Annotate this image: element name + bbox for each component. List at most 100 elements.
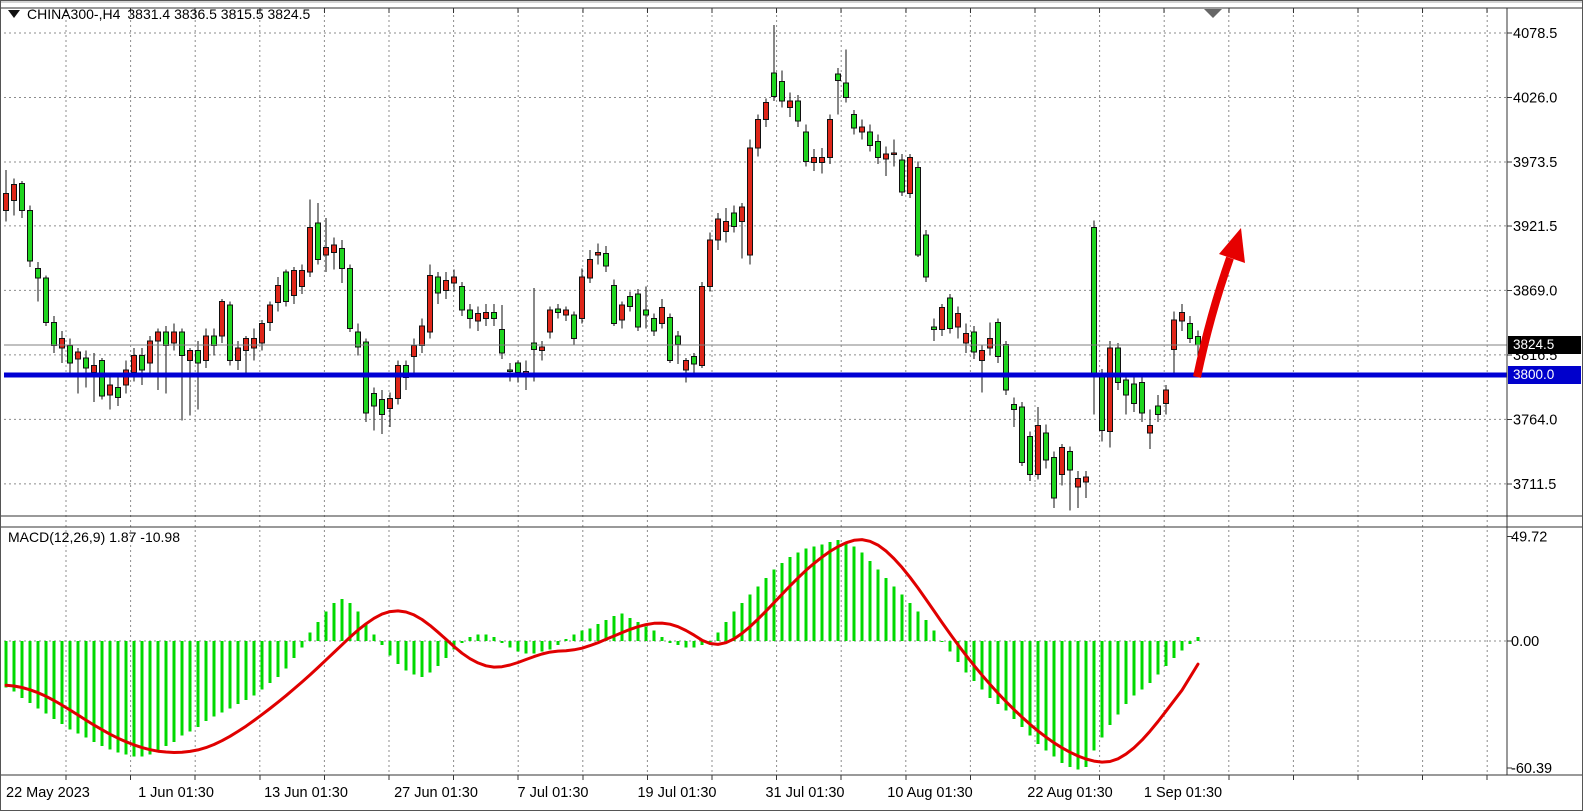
macd-histogram-bar	[460, 641, 464, 644]
macd-histogram-bar	[740, 603, 744, 641]
macd-axis-label: 0.00	[1511, 634, 1539, 650]
candle-bullish	[219, 300, 225, 337]
candle-bearish	[1019, 406, 1025, 463]
macd-histogram-bar	[228, 641, 232, 709]
macd-histogram-bar	[532, 641, 536, 654]
macd-histogram-bar	[836, 540, 840, 641]
candle-bullish	[235, 347, 241, 361]
macd-histogram-bar	[748, 594, 752, 641]
macd-histogram-bar	[1180, 641, 1184, 651]
macd-histogram-bar	[420, 641, 424, 677]
macd-histogram-bar	[244, 641, 248, 700]
candle-bullish	[987, 337, 993, 349]
candle-bearish	[491, 312, 497, 320]
macd-histogram-bar	[388, 641, 392, 656]
macd-histogram-bar	[996, 641, 1000, 705]
macd-histogram-bar	[780, 563, 784, 641]
macd-histogram-bar	[428, 641, 432, 673]
macd-histogram-bar	[812, 546, 816, 641]
macd-histogram-bar	[844, 542, 848, 641]
candle-bearish	[139, 355, 145, 371]
candle-bullish	[171, 331, 177, 344]
candle-bullish	[739, 206, 745, 223]
macd-histogram-bar	[1020, 641, 1024, 728]
macd-histogram-bar	[108, 641, 112, 750]
macd-histogram-bar	[1172, 641, 1176, 658]
time-axis-label: 1 Jun 01:30	[138, 785, 214, 801]
macd-histogram-bar	[484, 634, 488, 641]
macd-histogram-bar	[772, 569, 776, 641]
macd-histogram-bar	[972, 641, 976, 681]
candle-bearish	[211, 335, 217, 347]
candle-bullish	[451, 276, 457, 284]
candle-bullish	[907, 157, 913, 194]
candle-bullish	[955, 313, 961, 328]
macd-histogram-bar	[356, 611, 360, 641]
candle-bullish	[243, 337, 249, 352]
candle-bearish	[99, 359, 105, 397]
candle-bullish	[1035, 425, 1041, 476]
candle-bullish	[411, 345, 417, 358]
candle-bearish	[651, 318, 657, 332]
candle-bullish	[1147, 425, 1153, 434]
candle-bearish	[1051, 456, 1057, 499]
candle-bearish	[931, 326, 937, 331]
candle-bearish	[1195, 336, 1201, 346]
macd-histogram-bar	[876, 569, 880, 641]
chart-dropdown-icon[interactable]	[8, 10, 20, 18]
candle-bearish	[371, 393, 377, 407]
macd-histogram-bar	[212, 641, 216, 717]
macd-histogram-bar	[284, 641, 288, 669]
candle-bearish	[227, 304, 233, 361]
candle-bullish	[1075, 477, 1081, 488]
macd-histogram-bar	[724, 622, 728, 641]
macd-histogram-bar	[732, 611, 736, 641]
macd-histogram-bar	[52, 641, 56, 719]
bullish-arrow-shaft[interactable]	[1193, 256, 1234, 378]
macd-histogram-bar	[172, 641, 176, 742]
macd-histogram-bar	[404, 641, 408, 671]
candle-bullish	[147, 340, 153, 364]
macd-histogram-bar	[1036, 641, 1040, 745]
candle-bullish	[811, 157, 817, 164]
candle-bullish	[131, 355, 137, 374]
macd-histogram-bar	[540, 641, 544, 652]
macd-histogram-bar	[308, 632, 312, 641]
macd-histogram-bar	[1092, 641, 1096, 751]
candle-bearish	[435, 276, 441, 294]
candle-bearish	[1131, 383, 1137, 404]
candle-bullish	[563, 309, 569, 316]
candle-bearish	[675, 335, 681, 345]
macd-indicator-label: MACD(12,26,9) 1.87 -10.98	[8, 529, 180, 545]
macd-histogram-bar	[132, 641, 136, 757]
candle-bearish	[507, 369, 513, 373]
macd-histogram-bar	[164, 641, 168, 747]
candle-bearish	[1043, 432, 1049, 461]
bullish-arrow-head[interactable]	[1219, 228, 1245, 263]
macd-histogram-bar	[788, 556, 792, 641]
candle-bearish	[163, 331, 169, 347]
macd-histogram-bar	[1068, 641, 1072, 768]
candle-bullish	[251, 337, 257, 349]
candle-bullish	[299, 270, 305, 288]
macd-histogram-bar	[956, 641, 960, 663]
macd-histogram-bar	[668, 641, 672, 644]
macd-histogram-bar	[796, 552, 800, 641]
candle-bearish	[1123, 379, 1129, 396]
macd-histogram-bar	[884, 577, 888, 641]
candle-bullish	[91, 364, 97, 374]
price-axis-label: 3921.5	[1513, 219, 1557, 235]
macd-histogram-bar	[1188, 641, 1192, 645]
candle-bearish	[1115, 347, 1121, 384]
candle-bearish	[971, 331, 977, 353]
macd-histogram-bar	[468, 636, 472, 641]
macd-histogram-bar	[900, 594, 904, 641]
candle-bullish	[1107, 347, 1113, 433]
candle-bearish	[347, 267, 353, 329]
candle-bullish	[475, 313, 481, 322]
macd-histogram-bar	[1140, 641, 1144, 690]
macd-histogram-bar	[708, 641, 712, 642]
support-line-price-badge: 3800.0	[1508, 366, 1581, 385]
macd-histogram-bar	[908, 603, 912, 641]
